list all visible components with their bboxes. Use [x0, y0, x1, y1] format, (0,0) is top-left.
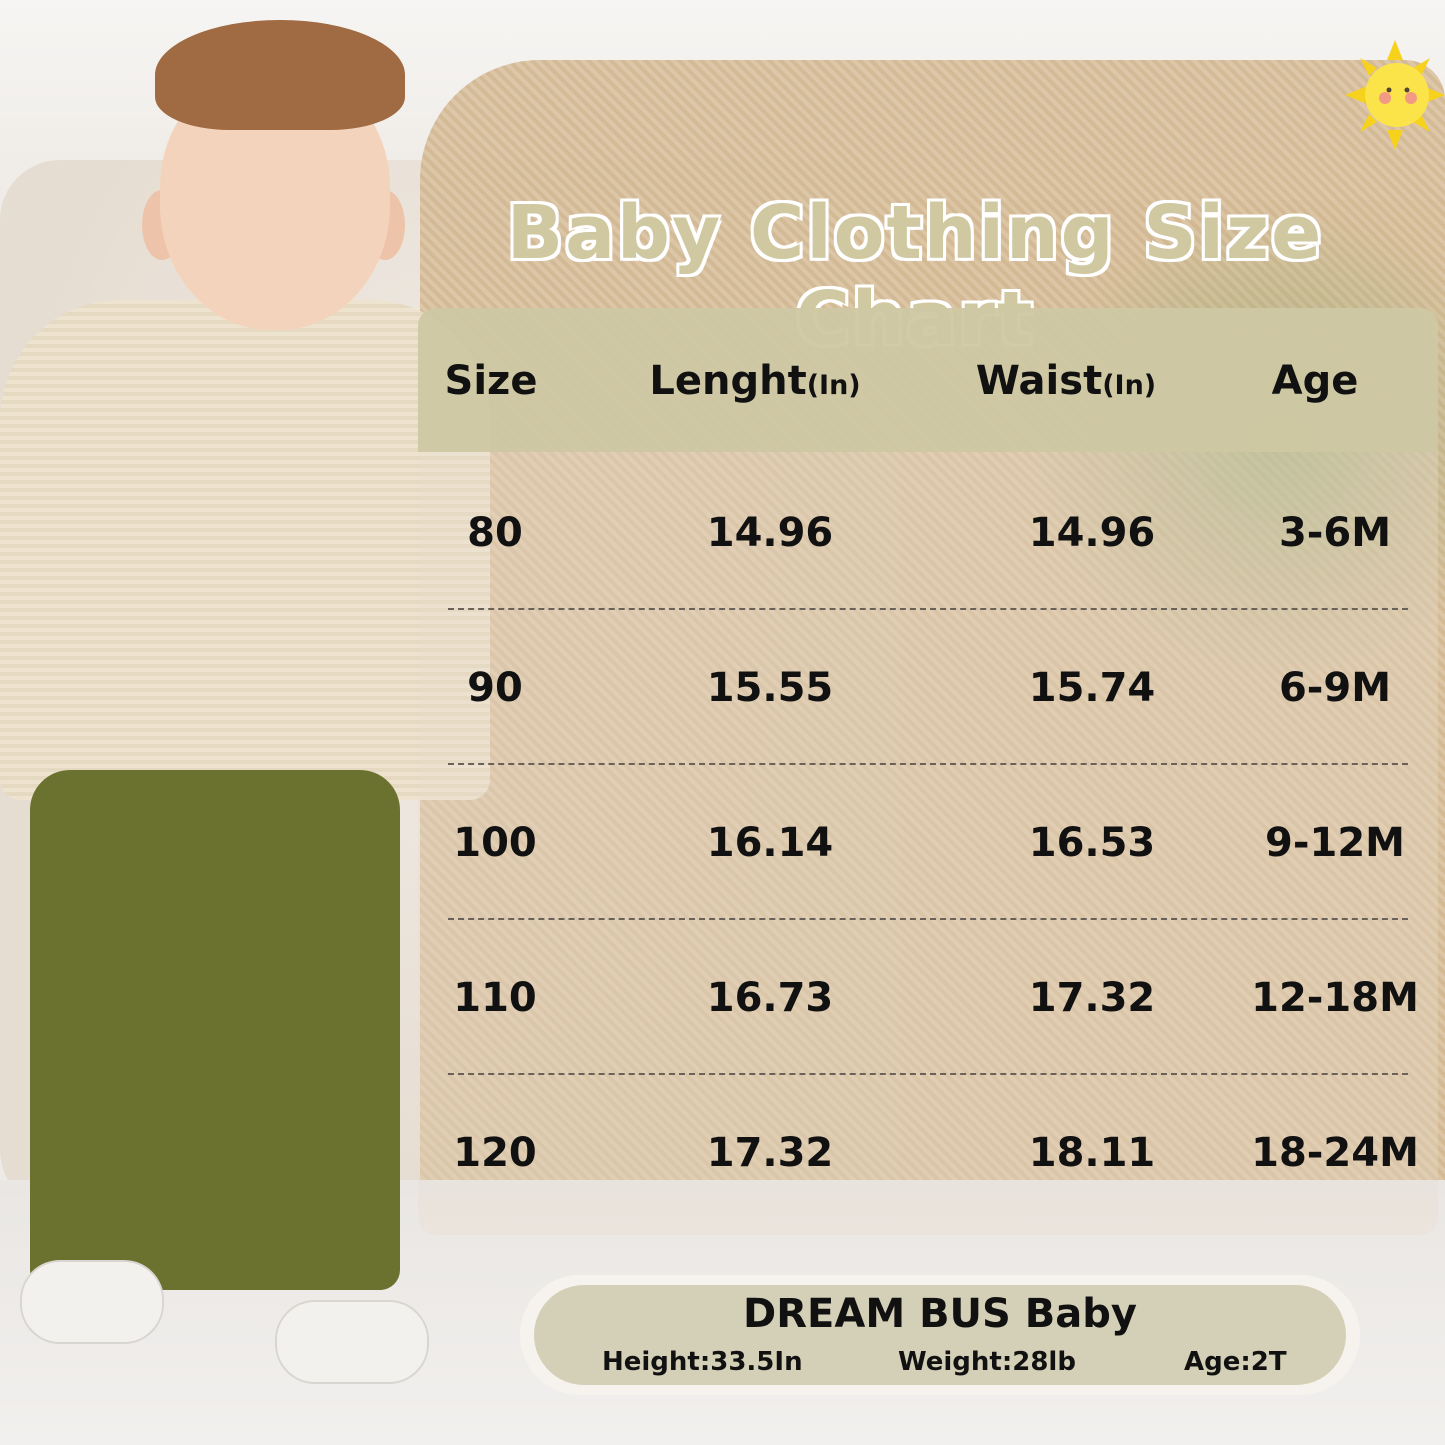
- row-divider: [448, 608, 1408, 610]
- cell-size: 80: [467, 510, 523, 556]
- hair: [155, 20, 405, 130]
- header-size: Size: [444, 358, 538, 404]
- cell-age: 12-18M: [1251, 975, 1419, 1021]
- cell-waist: 16.53: [1028, 820, 1156, 866]
- cell-length: 16.14: [706, 820, 834, 866]
- cell-size: 90: [467, 665, 523, 711]
- cell-size: 110: [453, 975, 537, 1021]
- table-header: Size Lenght(In) Waist(In) Age: [418, 308, 1438, 452]
- row-divider: [448, 1073, 1408, 1075]
- green-pants: [30, 770, 400, 1290]
- size-table: Size Lenght(In) Waist(In) Age 80 14.96 14.…: [418, 308, 1438, 1235]
- model-height: Height:33.5In: [602, 1347, 803, 1377]
- row-divider: [448, 763, 1408, 765]
- cell-waist: 17.32: [1028, 975, 1156, 1021]
- header-waist: Waist(In): [975, 358, 1157, 404]
- cell-waist: 18.11: [1028, 1130, 1156, 1176]
- header-length: Lenght(In): [649, 358, 861, 404]
- model-info-badge: DREAM BUS Baby Height:33.5In Weight:28lb…: [520, 1275, 1360, 1395]
- row-divider: [448, 918, 1408, 920]
- cell-age: 9-12M: [1265, 820, 1405, 866]
- header-age: Age: [1271, 358, 1359, 404]
- shoe: [275, 1300, 429, 1384]
- model-age: Age:2T: [1184, 1347, 1287, 1377]
- knit-cardigan: [0, 300, 490, 800]
- cell-age: 3-6M: [1278, 510, 1392, 556]
- cell-waist: 14.96: [1028, 510, 1156, 556]
- sun-icon: [1345, 40, 1445, 150]
- cell-size: 120: [453, 1130, 537, 1176]
- cell-size: 100: [453, 820, 537, 866]
- cell-length: 15.55: [706, 665, 834, 711]
- cell-waist: 15.74: [1028, 665, 1156, 711]
- brand-name: DREAM BUS Baby: [743, 1291, 1137, 1337]
- cell-length: 14.96: [706, 510, 834, 556]
- shoe: [20, 1260, 164, 1344]
- cell-length: 16.73: [706, 975, 834, 1021]
- cell-length: 17.32: [706, 1130, 834, 1176]
- model-weight: Weight:28lb: [898, 1347, 1076, 1377]
- cell-age: 18-24M: [1251, 1130, 1419, 1176]
- cell-age: 6-9M: [1278, 665, 1392, 711]
- child-model-photo: [0, 0, 500, 1445]
